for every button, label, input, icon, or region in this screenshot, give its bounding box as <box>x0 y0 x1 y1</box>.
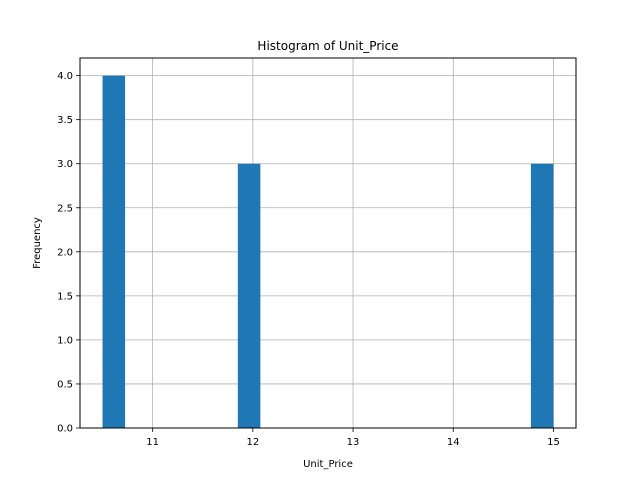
y-tick-label: 0.0 <box>57 424 73 435</box>
x-tick-label: 11 <box>146 437 159 448</box>
grid <box>80 58 576 429</box>
y-tick-label: 3.5 <box>57 115 73 126</box>
chart-title: Histogram of Unit_Price <box>257 39 398 53</box>
x-tick-label: 14 <box>447 437 460 448</box>
x-tick-label: 12 <box>246 437 259 448</box>
y-tick-label: 0.5 <box>57 379 73 390</box>
y-tick-label: 3.0 <box>57 159 73 170</box>
y-axis-label: Frequency <box>32 217 43 269</box>
y-tick-label: 1.5 <box>57 291 73 302</box>
y-tick-label: 4.0 <box>57 71 73 82</box>
bars <box>102 75 554 428</box>
histogram-bar <box>102 75 126 428</box>
x-axis-label: Unit_Price <box>303 459 353 470</box>
histogram-bar <box>237 163 261 428</box>
x-tick-label: 13 <box>347 437 360 448</box>
x-tick-label: 15 <box>547 437 560 448</box>
y-tick-label: 1.0 <box>57 335 73 346</box>
y-tick-label: 2.0 <box>57 247 73 258</box>
y-tick-label: 2.5 <box>57 203 73 214</box>
histogram-bar <box>530 163 554 428</box>
plot-area-frame <box>79 57 577 429</box>
ticks: 11 12 13 14 15 0.0 0.5 1.0 1.5 2.0 2.5 3.0 3.5 4.0 <box>57 71 560 448</box>
